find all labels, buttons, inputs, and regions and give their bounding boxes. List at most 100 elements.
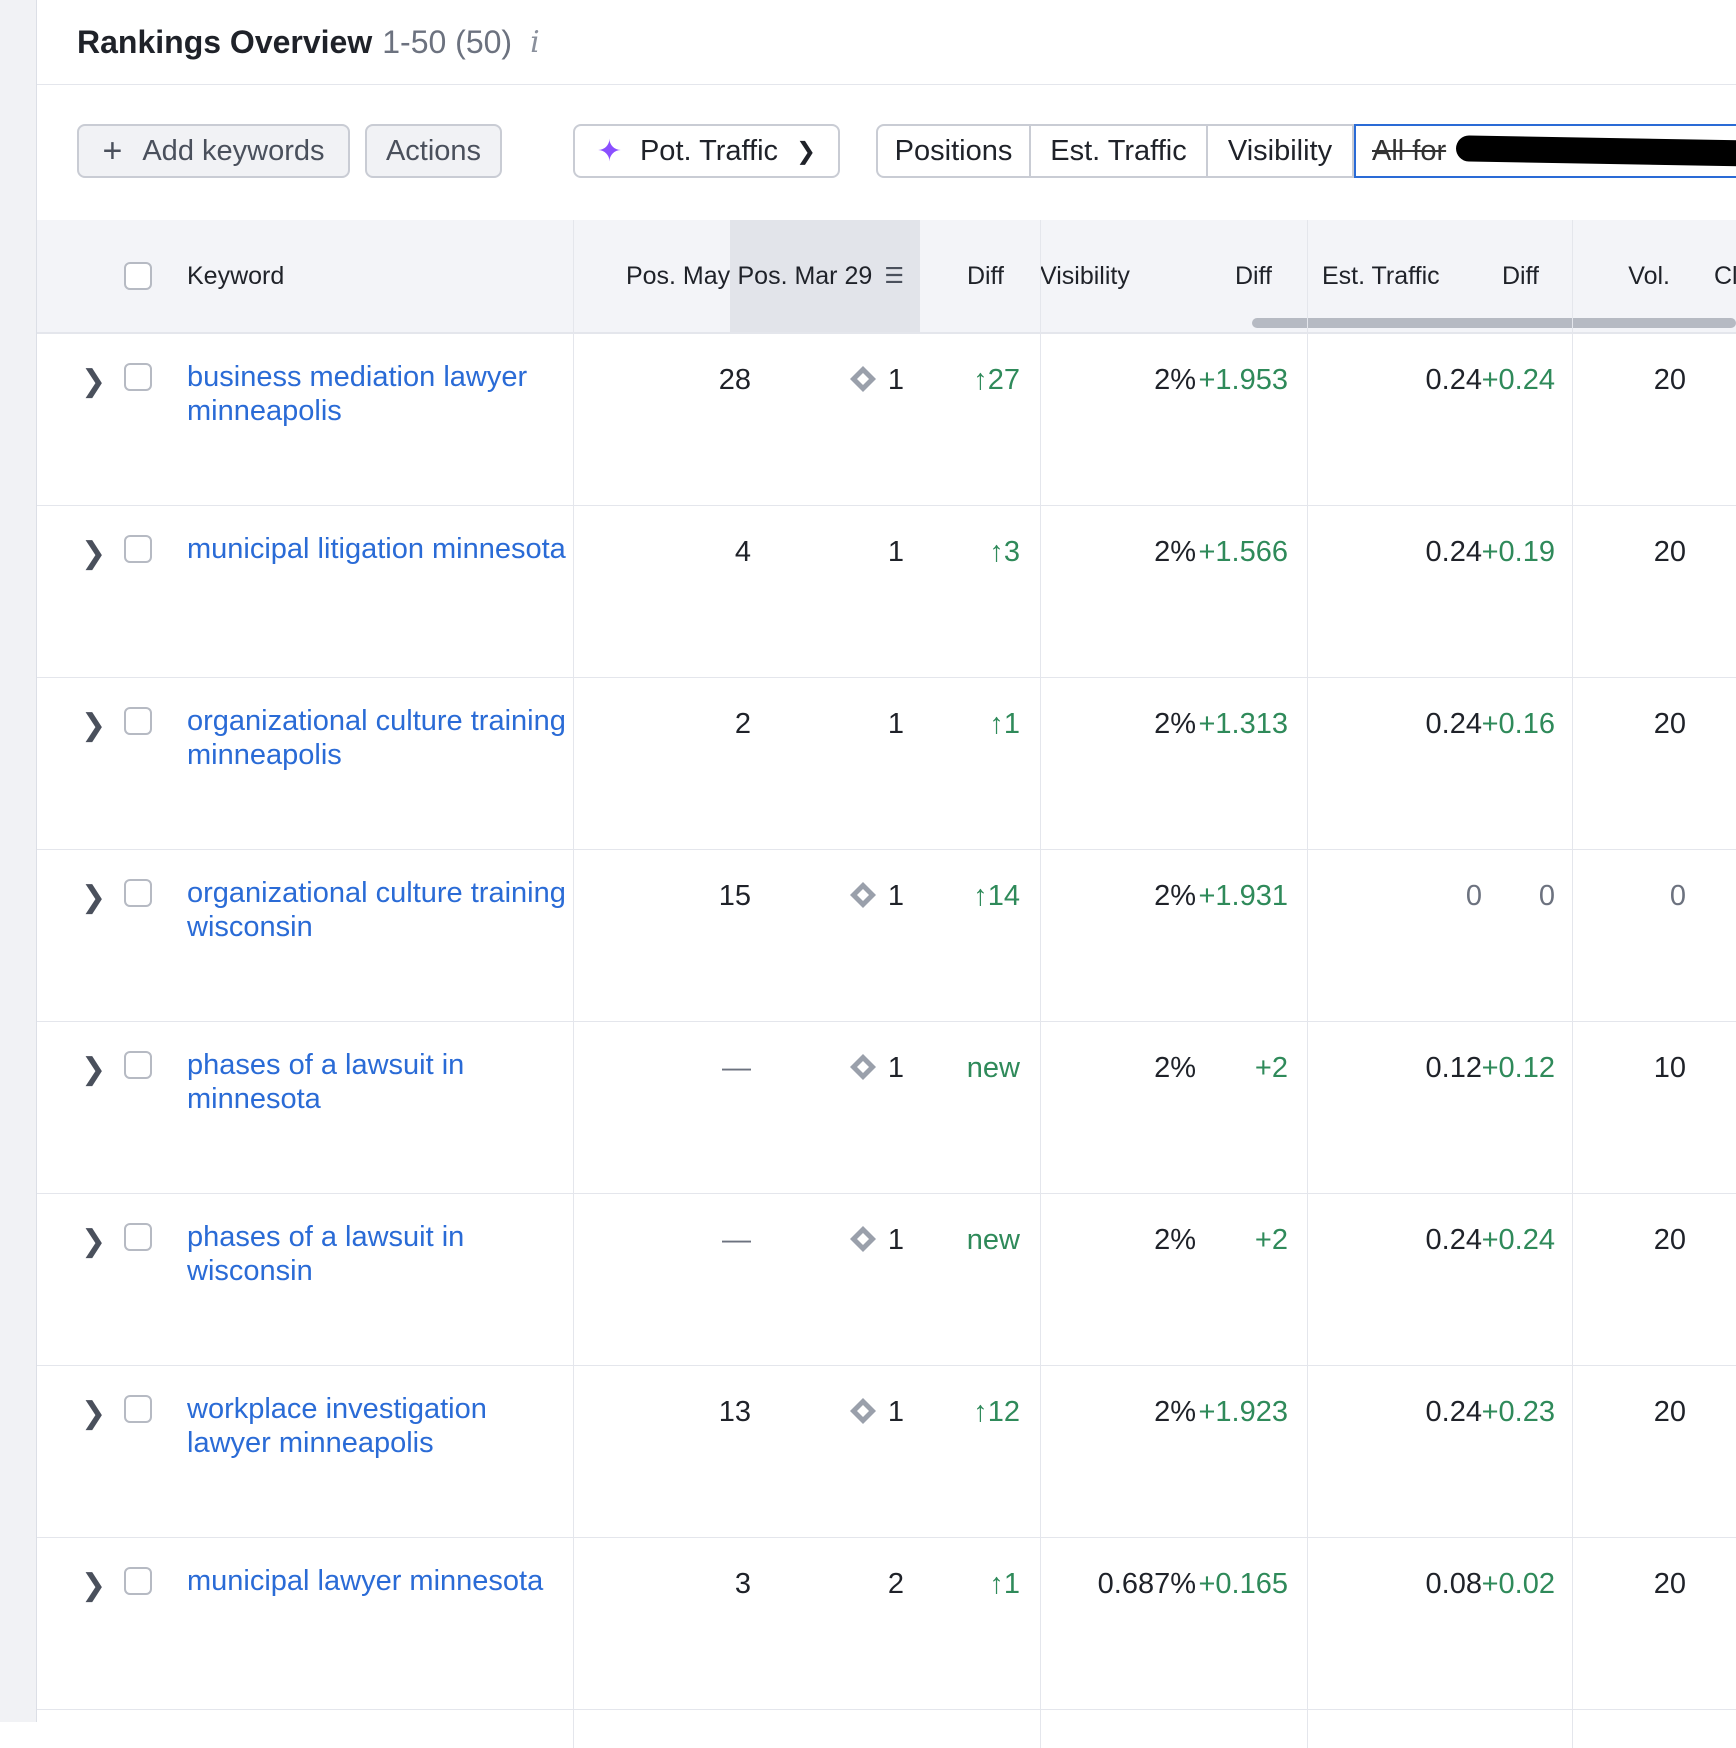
position-diff-value: ↑27 <box>973 364 1020 396</box>
column-divider <box>1572 220 1573 1748</box>
rankings-panel: Rankings Overview 1-50 (50) i + Add keyw… <box>37 0 1736 1748</box>
serp-feature-icon <box>848 364 878 394</box>
info-icon[interactable]: i <box>530 24 540 60</box>
pos-mar-value: 1 <box>887 536 904 568</box>
position-diff-value: ↑1 <box>989 708 1020 740</box>
visibility-diff-value: +1.953 <box>1198 364 1288 396</box>
traffic-diff-value: +0.12 <box>1481 1052 1555 1084</box>
pos-may-value: 13 <box>718 1396 751 1428</box>
row-checkbox[interactable] <box>124 1395 152 1423</box>
chevron-down-icon: ❯ <box>796 137 817 165</box>
table-row: ❯ municipal lawyer minnesota 3 2 ↑1 0.68… <box>37 1538 1736 1710</box>
expand-row-icon[interactable]: ❯ <box>81 1569 107 1602</box>
pos-mar-cell: 1 <box>730 1224 904 1257</box>
redaction-mark <box>1455 135 1736 167</box>
keyword-link[interactable]: organizational culture training minneapo… <box>187 705 566 771</box>
add-keywords-button[interactable]: + Add keywords <box>77 124 350 178</box>
visibility-diff-value: +2 <box>1254 1052 1288 1084</box>
pot-traffic-dropdown[interactable]: ✦ Pot. Traffic ❯ <box>573 124 840 178</box>
traffic-value: 0.24 <box>1425 536 1482 568</box>
pos-mar-value: 1 <box>887 364 904 396</box>
segment-visibility[interactable]: Visibility <box>1208 124 1354 178</box>
actions-button[interactable]: Actions <box>365 124 502 178</box>
pos-may-value: 28 <box>718 364 751 396</box>
pos-mar-value: 2 <box>887 1568 904 1600</box>
traffic-value: 0.24 <box>1425 1396 1482 1428</box>
table-row: ❯ phases of a lawsuit in minnesota — 1 n… <box>37 1022 1736 1194</box>
result-range: 1-50 (50) <box>382 23 513 60</box>
pos-mar-cell: 2 <box>730 1568 904 1601</box>
position-diff-value: ↑3 <box>989 536 1020 568</box>
keyword-link[interactable]: municipal lawyer minnesota <box>187 1565 544 1597</box>
col-keyword[interactable]: Keyword <box>187 261 285 290</box>
visibility-value: 2% <box>1154 1224 1196 1256</box>
position-diff-value: ↑12 <box>973 1396 1020 1428</box>
traffic-value: 0.24 <box>1425 364 1482 396</box>
visibility-value: 2% <box>1154 536 1196 568</box>
keyword-link[interactable]: organizational culture training wisconsi… <box>187 877 566 943</box>
row-checkbox[interactable] <box>124 363 152 391</box>
row-checkbox[interactable] <box>124 535 152 563</box>
row-checkbox[interactable] <box>124 707 152 735</box>
col-visibility[interactable]: Visibility <box>1040 261 1130 290</box>
add-keywords-label: Add keywords <box>142 134 325 167</box>
pos-may-value: — <box>722 1224 751 1256</box>
rankings-table: Keyword Pos. May 7 Pos. Mar 29 ☰ Diff Vi… <box>37 220 1736 1748</box>
expand-row-icon[interactable]: ❯ <box>81 709 107 742</box>
keyword-link[interactable]: phases of a lawsuit in minnesota <box>187 1049 465 1115</box>
serp-feature-icon <box>848 1396 878 1426</box>
segment-all[interactable]: All for <box>1354 124 1736 178</box>
table-body: ❯ business mediation lawyer minneapolis … <box>37 334 1736 1710</box>
pos-mar-cell: 1 <box>730 880 904 913</box>
col-diff-traffic[interactable]: Diff <box>1501 261 1539 290</box>
volume-value: 20 <box>1653 1396 1686 1428</box>
position-diff-value: new <box>966 1224 1020 1256</box>
traffic-diff-value: +0.19 <box>1481 536 1555 568</box>
visibility-value: 2% <box>1154 1396 1196 1428</box>
horizontal-scrollbar[interactable] <box>1252 318 1736 328</box>
pos-mar-value: 1 <box>887 1396 904 1428</box>
col-diff-visibility[interactable]: Diff <box>1234 261 1272 290</box>
expand-row-icon[interactable]: ❯ <box>81 881 107 914</box>
keyword-link[interactable]: municipal litigation minnesota <box>187 533 566 565</box>
select-all-checkbox[interactable] <box>124 262 152 290</box>
table-row: ❯ workplace investigation lawyer minneap… <box>37 1366 1736 1538</box>
expand-row-icon[interactable]: ❯ <box>81 1397 107 1430</box>
table-header: Keyword Pos. May 7 Pos. Mar 29 ☰ Diff Vi… <box>37 220 1736 334</box>
expand-row-icon[interactable]: ❯ <box>81 1053 107 1086</box>
keyword-link[interactable]: business mediation lawyer minneapolis <box>187 361 528 427</box>
col-volume[interactable]: Vol. <box>1628 261 1670 290</box>
row-checkbox[interactable] <box>124 1223 152 1251</box>
pos-mar-cell: 1 <box>730 1396 904 1429</box>
col-cut-off[interactable]: Cl <box>1714 261 1736 290</box>
expand-row-icon[interactable]: ❯ <box>81 365 107 398</box>
col-est-traffic[interactable]: Est. Traffic <box>1322 261 1440 290</box>
row-checkbox[interactable] <box>124 879 152 907</box>
segment-positions[interactable]: Positions <box>876 124 1031 178</box>
col-pos-mar-label: Pos. Mar 29 <box>737 261 873 290</box>
row-checkbox[interactable] <box>124 1567 152 1595</box>
col-pos-mar[interactable]: Pos. Mar 29 ☰ <box>730 220 920 332</box>
column-divider <box>1040 220 1041 1748</box>
row-checkbox[interactable] <box>124 1051 152 1079</box>
pos-mar-cell: 1 <box>730 364 904 397</box>
volume-value: 20 <box>1653 1224 1686 1256</box>
keyword-link[interactable]: workplace investigation lawyer minneapol… <box>187 1393 487 1459</box>
visibility-diff-value: +1.923 <box>1198 1396 1288 1428</box>
sort-desc-icon: ☰ <box>884 263 904 288</box>
segment-est-traffic[interactable]: Est. Traffic <box>1031 124 1208 178</box>
visibility-value: 2% <box>1154 708 1196 740</box>
position-diff-value: ↑1 <box>989 1568 1020 1600</box>
column-divider <box>573 220 574 1748</box>
keyword-link[interactable]: phases of a lawsuit in wisconsin <box>187 1221 465 1287</box>
metric-segmented-control: Positions Est. Traffic Visibility All fo… <box>876 124 1736 178</box>
expand-row-icon[interactable]: ❯ <box>81 1225 107 1258</box>
pos-mar-value: 1 <box>887 708 904 740</box>
column-divider <box>1307 220 1308 1748</box>
expand-row-icon[interactable]: ❯ <box>81 537 107 570</box>
pos-mar-value: 1 <box>887 880 904 912</box>
panel-header: Rankings Overview 1-50 (50) i <box>37 0 1736 85</box>
col-diff-position[interactable]: Diff <box>966 261 1004 290</box>
visibility-diff-value: +1.566 <box>1198 536 1288 568</box>
traffic-value: 0.24 <box>1425 1224 1482 1256</box>
